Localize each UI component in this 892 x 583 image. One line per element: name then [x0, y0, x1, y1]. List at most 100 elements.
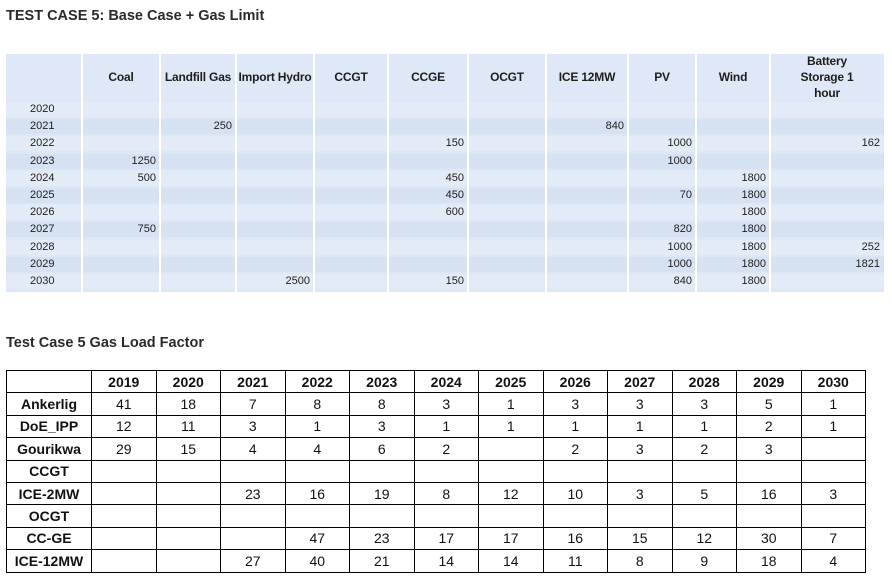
year-header: 2028	[671, 369, 737, 394]
corner-cell	[6, 369, 92, 394]
row-year: 2025	[30, 189, 55, 201]
gas-load-factor-table: 2019 2020 2021 2022 2023 2024 2025 2026 2027 2028…	[6, 369, 866, 573]
column-divider	[769, 54, 771, 292]
table-cell: 1800	[741, 275, 766, 287]
table-cell	[284, 504, 350, 528]
year-header: 2024	[413, 369, 479, 394]
table-cell: 1	[478, 392, 544, 416]
column-header: CCGT	[334, 70, 368, 84]
table-cell: 1	[542, 414, 608, 439]
table-cell: 9	[671, 549, 737, 573]
table-cell: 1000	[667, 257, 692, 270]
table-cell: 47	[284, 526, 350, 551]
table-cell: 1	[607, 414, 673, 439]
table-row	[6, 222, 884, 238]
year-header: 2019	[91, 369, 157, 394]
table-cell: 1800	[741, 257, 766, 270]
gas-load-factor-title: Test Case 5 Gas Load Factor	[6, 335, 204, 351]
column-divider	[467, 54, 469, 292]
row-label: Ankerlig	[6, 392, 92, 416]
table-cell: 252	[861, 240, 880, 253]
table-cell: 1800	[741, 223, 766, 236]
table-cell: 500	[137, 171, 156, 184]
table-cell: 450	[445, 189, 464, 201]
column-divider	[695, 54, 697, 292]
table-row: CCGT	[6, 459, 866, 483]
table-row	[6, 102, 884, 117]
table-cell: 6	[349, 437, 415, 461]
table-cell: 250	[213, 120, 232, 133]
table-cell: 3	[607, 392, 673, 416]
table-cell	[736, 459, 802, 483]
test-case-title: TEST CASE 5: Base Case + Gas Limit	[6, 8, 265, 24]
table-cell: 7	[220, 392, 286, 416]
column-divider	[545, 54, 547, 292]
table-cell: 27	[220, 549, 286, 573]
row-year: 2029	[30, 257, 55, 270]
table-cell: 600	[445, 206, 464, 219]
column-divider	[627, 54, 629, 292]
table-cell: 4	[220, 437, 286, 461]
table-cell: 2	[413, 437, 479, 461]
row-label: Gourikwa	[6, 437, 92, 461]
table-cell: 2	[671, 437, 737, 461]
table-cell	[736, 504, 802, 528]
table-cell	[542, 459, 608, 483]
table-cell: 1	[800, 392, 866, 416]
row-year: 2027	[30, 223, 55, 236]
table-cell: 3	[349, 414, 415, 439]
table-cell	[800, 437, 866, 461]
table-cell: 3	[800, 481, 866, 506]
table-cell: 3	[607, 437, 673, 461]
table-row	[6, 170, 884, 186]
table-cell: 18	[155, 392, 221, 416]
table-cell: 12	[478, 481, 544, 506]
table-cell: 4	[284, 437, 350, 461]
table-cell: 3	[220, 414, 286, 439]
table-cell: 1000	[667, 240, 692, 253]
table-cell: 23	[220, 481, 286, 506]
row-label: ICE-2MW	[6, 481, 92, 506]
row-year: 2021	[30, 120, 55, 133]
table-cell: 8	[413, 481, 479, 506]
table-cell: 5	[671, 481, 737, 506]
row-year: 2020	[30, 103, 55, 115]
table-cell	[91, 549, 157, 573]
table-cell: 1800	[741, 189, 766, 201]
table-cell	[284, 459, 350, 483]
table-cell: 1250	[131, 154, 156, 167]
year-header: 2022	[284, 369, 350, 394]
table-cell	[91, 481, 157, 506]
table-cell	[155, 504, 221, 528]
row-label: CC-GE	[6, 526, 92, 551]
table-cell: 21	[349, 549, 415, 573]
table-cell: 23	[349, 526, 415, 551]
table-row	[6, 239, 884, 255]
table-cell: 17	[413, 526, 479, 551]
table-cell: 15	[607, 526, 673, 551]
table-cell: 3	[542, 392, 608, 416]
table-cell	[220, 526, 286, 551]
table-cell	[155, 549, 221, 573]
table-cell: 8	[349, 392, 415, 416]
table-cell	[671, 459, 737, 483]
table-cell: 1	[800, 414, 866, 439]
row-year: 2030	[30, 275, 55, 287]
column-header: Landfill Gas	[164, 70, 232, 84]
column-divider	[313, 54, 315, 292]
table-cell: 4	[800, 549, 866, 573]
row-label: ICE-12MW	[6, 549, 92, 573]
table-cell	[413, 504, 479, 528]
table-cell: 840	[605, 120, 624, 133]
table-cell: 14	[413, 549, 479, 573]
table-cell: 16	[736, 481, 802, 506]
column-divider	[387, 54, 389, 292]
table-row	[6, 136, 884, 152]
row-label: CCGT	[6, 459, 92, 483]
table-cell	[800, 459, 866, 483]
table-row	[6, 188, 884, 203]
table-cell	[478, 459, 544, 483]
table-cell	[155, 459, 221, 483]
table-cell: 7	[800, 526, 866, 551]
table-cell: 8	[284, 392, 350, 416]
